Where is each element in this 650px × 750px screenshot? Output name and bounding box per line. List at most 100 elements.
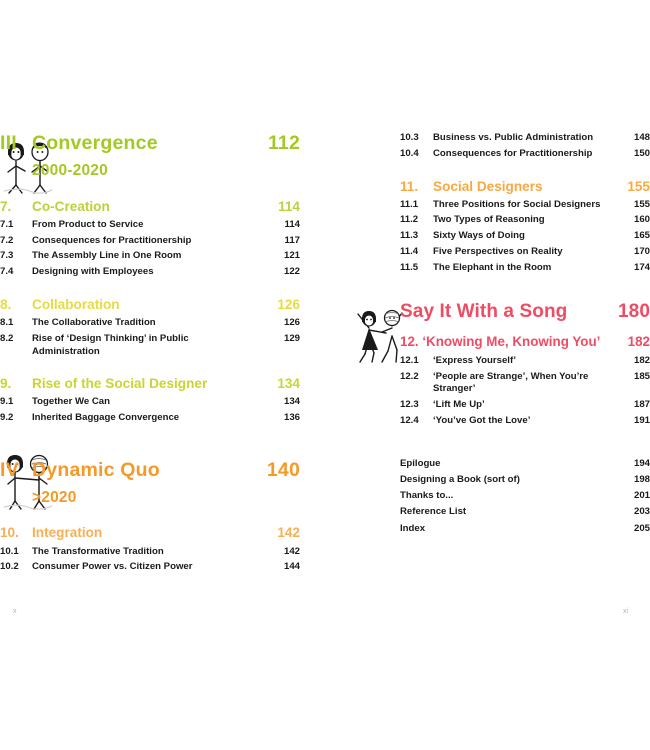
chapter-heading-10[interactable]: 10. Integration 142 xyxy=(0,524,300,542)
toc-entry[interactable]: 12.3 ‘Lift Me Up’ 187 xyxy=(400,399,650,412)
toc-entry[interactable]: 11.2 Two Types of Reasoning 160 xyxy=(400,214,650,227)
part-iii-page: 112 xyxy=(267,132,300,154)
part-iv-main-row: IV Dynamic Quo 140 xyxy=(0,459,300,482)
entry-number: 12.3 xyxy=(400,399,419,410)
illustration-two-dancing-figures xyxy=(352,306,410,364)
chapter-heading-7[interactable]: 7. Co-Creation 114 xyxy=(0,198,300,216)
toc-entry[interactable]: 8.1 The Collaborative Tradition 126 xyxy=(0,317,300,330)
part-heading-iv[interactable]: IV Dynamic Quo 140 >2020 xyxy=(0,459,300,508)
toc-entry[interactable]: 11.1 Three Positions for Social Designer… xyxy=(400,199,650,212)
chapter-12-page: 182 xyxy=(627,333,650,349)
entry-page: 155 xyxy=(633,198,650,210)
entry-page: 148 xyxy=(633,132,650,143)
chapter-heading-12[interactable]: 12. ‘Knowing Me, Knowing You’ 182 xyxy=(400,334,650,349)
entry-title: Consequences for Practitionership xyxy=(32,234,192,246)
toc-entry[interactable]: 11.4 Five Perspectives on Reality 170 xyxy=(400,246,650,259)
folio-left: x xyxy=(13,608,17,615)
back-matter-page: 203 xyxy=(633,506,650,518)
entry-page: 170 xyxy=(633,246,650,258)
toc-entry[interactable]: 12.1 ‘Express Yourself’ 182 xyxy=(400,355,650,368)
toc-entry[interactable]: 12.4 ‘You’ve Got the Love’ 191 xyxy=(400,415,650,428)
entry-page: 129 xyxy=(283,332,300,344)
illustration-two-figures-holding-hands xyxy=(2,446,54,512)
entry-title: ‘You’ve Got the Love’ xyxy=(433,414,531,426)
entry-title: Together We Can xyxy=(32,396,111,408)
toc-entry[interactable]: 11.3 Sixty Ways of Doing 165 xyxy=(400,230,650,243)
toc-entry[interactable]: 7.3 The Assembly Line in One Room 121 xyxy=(0,250,300,263)
toc-left-column: III Convergence 112 2000-2020 7. Co-Crea… xyxy=(0,132,300,574)
chapter-7-title: Co-Creation xyxy=(32,198,110,214)
part-iii-subtitle-row: 2000-2020 xyxy=(0,162,300,181)
entry-number: 10.3 xyxy=(400,132,419,143)
chapter-heading-11[interactable]: 11. Social Designers 155 xyxy=(400,178,650,196)
song-section: Say It With a Song 180 12. ‘Knowing Me, … xyxy=(400,301,650,428)
back-matter-item[interactable]: Epilogue 194 xyxy=(400,458,650,471)
back-matter-item[interactable]: Designing a Book (sort of) 198 xyxy=(400,474,650,487)
entry-page: 187 xyxy=(633,399,650,410)
entry-number: 11.4 xyxy=(400,246,419,258)
chapter-8-page: 126 xyxy=(277,296,300,312)
entry-title: Designing with Employees xyxy=(32,266,154,278)
toc-entry[interactable]: 8.2 Rise of ‘Design Thinking’ in Public … xyxy=(0,333,300,358)
toc-entry[interactable]: 12.2 ‘People are Strange’, When You’re S… xyxy=(400,371,650,396)
toc-entry[interactable]: 11.5 The Elephant in the Room 174 xyxy=(400,262,650,275)
entry-page: 182 xyxy=(633,354,650,366)
entry-title: Five Perspectives on Reality xyxy=(433,246,563,258)
entry-title: Rise of ‘Design Thinking’ in Public Admi… xyxy=(32,332,189,357)
entry-number: 11.2 xyxy=(400,214,419,226)
back-matter-title: Thanks to... xyxy=(400,490,454,501)
toc-entry[interactable]: 10.2 Consumer Power vs. Citizen Power 14… xyxy=(0,561,300,574)
part-iii-title: Convergence xyxy=(32,132,158,154)
entry-number: 9.2 xyxy=(0,412,14,424)
chapter-9-number: 9. xyxy=(0,376,12,392)
back-matter-item[interactable]: Index 205 xyxy=(400,523,650,536)
entry-number: 7.2 xyxy=(0,234,14,246)
chapter-heading-9[interactable]: 9. Rise of the Social Designer 134 xyxy=(0,375,300,393)
toc-right-column: 10.3 Business vs. Public Administration … xyxy=(400,132,650,535)
entry-title: Inherited Baggage Convergence xyxy=(32,412,180,424)
entry-number: 11.3 xyxy=(400,230,419,242)
back-matter-page: 198 xyxy=(633,473,650,485)
back-matter-title: Epilogue xyxy=(400,457,441,469)
entry-number: 9.1 xyxy=(0,396,14,408)
part-iv-page: 140 xyxy=(266,458,300,481)
toc-entry[interactable]: 7.4 Designing with Employees 122 xyxy=(0,266,300,279)
chapter-7-page: 114 xyxy=(278,198,300,214)
entry-page: 160 xyxy=(633,214,650,226)
back-matter-item[interactable]: Reference List 203 xyxy=(400,506,650,519)
entry-title: Business vs. Public Administration xyxy=(433,132,594,143)
entry-page: 122 xyxy=(283,266,300,278)
entry-title: Two Types of Reasoning xyxy=(433,214,545,226)
part-iv-subtitle: >2020 xyxy=(32,488,77,506)
chapter-10-page: 142 xyxy=(277,525,300,541)
entry-number: 11.5 xyxy=(400,262,419,273)
toc-entry[interactable]: 7.2 Consequences for Practitionership 11… xyxy=(0,235,300,248)
entry-title: From Product to Service xyxy=(32,218,144,230)
chapter-heading-8[interactable]: 8. Collaboration 126 xyxy=(0,296,300,314)
chapter-11-page: 155 xyxy=(627,178,650,194)
toc-entry[interactable]: 9.1 Together We Can 134 xyxy=(0,396,300,409)
back-matter-item[interactable]: Thanks to... 201 xyxy=(400,490,650,503)
toc-entry[interactable]: 9.2 Inherited Baggage Convergence 136 xyxy=(0,412,300,425)
entry-page: 126 xyxy=(283,317,300,329)
song-section-heading[interactable]: Say It With a Song 180 xyxy=(400,301,650,323)
chapter-8-title: Collaboration xyxy=(32,296,120,312)
entry-number: 7.4 xyxy=(0,266,14,278)
chapter-9-title: Rise of the Social Designer xyxy=(32,376,208,392)
entry-title: ‘People are Strange’, When You’re Strang… xyxy=(433,370,589,395)
entry-number: 7.1 xyxy=(0,218,14,230)
entry-title: ‘Express Yourself’ xyxy=(433,354,517,366)
entry-page: 174 xyxy=(633,262,650,273)
chapter-11-title: Social Designers xyxy=(433,178,543,194)
toc-entry[interactable]: 7.1 From Product to Service 114 xyxy=(0,219,300,232)
toc-entry[interactable]: 10.4 Consequences for Practitionership 1… xyxy=(400,148,650,161)
toc-entry[interactable]: 10.1 The Transformative Tradition 142 xyxy=(0,546,300,559)
entry-page: 165 xyxy=(633,230,650,242)
toc-entry[interactable]: 10.3 Business vs. Public Administration … xyxy=(400,132,650,145)
entry-number: 10.1 xyxy=(0,545,19,557)
chapter-12-heading: 12. ‘Knowing Me, Knowing You’ xyxy=(400,333,601,349)
part-heading-iii[interactable]: III Convergence 112 2000-2020 xyxy=(0,132,300,181)
back-matter-list: Epilogue 194 Designing a Book (sort of) … xyxy=(400,458,650,536)
entry-title: The Collaborative Tradition xyxy=(32,317,156,329)
